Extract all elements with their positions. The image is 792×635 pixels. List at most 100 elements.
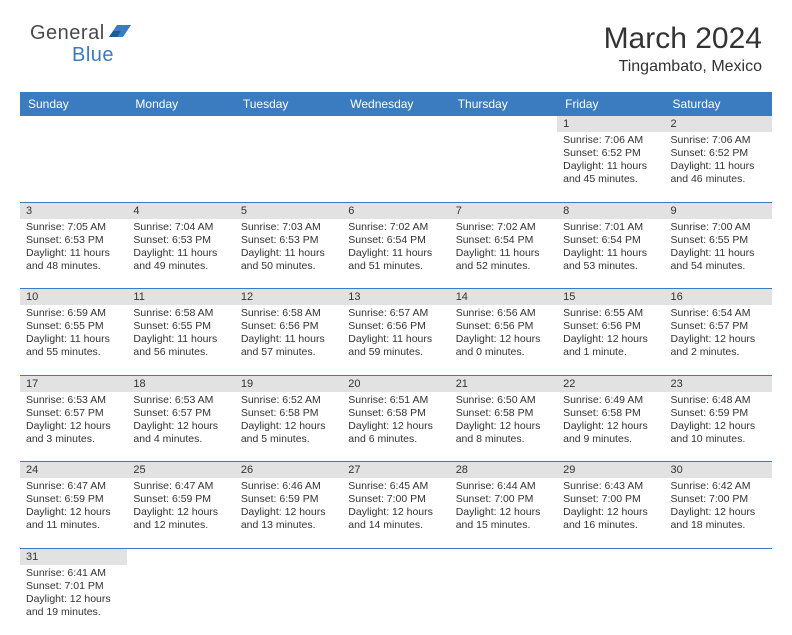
sunrise-line: Sunrise: 6:52 AM xyxy=(241,394,336,407)
day-cell-body: Sunrise: 6:54 AMSunset: 6:57 PMDaylight:… xyxy=(665,305,772,364)
day-cell: Sunrise: 7:06 AMSunset: 6:52 PMDaylight:… xyxy=(665,132,772,202)
day-number-cell: 3 xyxy=(20,202,127,219)
day-cell-body: Sunrise: 7:06 AMSunset: 6:52 PMDaylight:… xyxy=(665,132,772,191)
day-cell: Sunrise: 6:53 AMSunset: 6:57 PMDaylight:… xyxy=(127,392,234,462)
sunset-line: Sunset: 7:01 PM xyxy=(26,580,121,593)
sunrise-line: Sunrise: 7:02 AM xyxy=(348,221,443,234)
sunrise-line: Sunrise: 7:04 AM xyxy=(133,221,228,234)
sunset-line: Sunset: 6:59 PM xyxy=(241,493,336,506)
day-number-cell: 7 xyxy=(450,202,557,219)
day-cell xyxy=(235,132,342,202)
daylight-line: Daylight: 11 hours and 46 minutes. xyxy=(671,160,766,186)
day-cell: Sunrise: 6:48 AMSunset: 6:59 PMDaylight:… xyxy=(665,392,772,462)
sunrise-line: Sunrise: 6:47 AM xyxy=(133,480,228,493)
sunset-line: Sunset: 6:57 PM xyxy=(671,320,766,333)
calendar-table: Sunday Monday Tuesday Wednesday Thursday… xyxy=(20,92,772,635)
daylight-line: Daylight: 12 hours and 16 minutes. xyxy=(563,506,658,532)
day-cell xyxy=(342,565,449,635)
weekday-header: Monday xyxy=(127,92,234,116)
sunrise-line: Sunrise: 6:57 AM xyxy=(348,307,443,320)
day-cell: Sunrise: 6:42 AMSunset: 7:00 PMDaylight:… xyxy=(665,478,772,548)
day-number-cell: 25 xyxy=(127,462,234,479)
sunrise-line: Sunrise: 7:06 AM xyxy=(671,134,766,147)
weekday-header: Tuesday xyxy=(235,92,342,116)
sunrise-line: Sunrise: 6:54 AM xyxy=(671,307,766,320)
day-cell-body: Sunrise: 6:46 AMSunset: 6:59 PMDaylight:… xyxy=(235,478,342,537)
day-number-cell: 5 xyxy=(235,202,342,219)
day-cell-body: Sunrise: 6:41 AMSunset: 7:01 PMDaylight:… xyxy=(20,565,127,624)
calendar-body-row: Sunrise: 6:53 AMSunset: 6:57 PMDaylight:… xyxy=(20,392,772,462)
sunrise-line: Sunrise: 7:03 AM xyxy=(241,221,336,234)
day-cell xyxy=(450,565,557,635)
day-cell-body: Sunrise: 6:52 AMSunset: 6:58 PMDaylight:… xyxy=(235,392,342,451)
day-cell: Sunrise: 6:52 AMSunset: 6:58 PMDaylight:… xyxy=(235,392,342,462)
day-number-cell: 15 xyxy=(557,289,664,306)
day-cell: Sunrise: 6:41 AMSunset: 7:01 PMDaylight:… xyxy=(20,565,127,635)
daylight-line: Daylight: 11 hours and 53 minutes. xyxy=(563,247,658,273)
day-cell: Sunrise: 7:03 AMSunset: 6:53 PMDaylight:… xyxy=(235,219,342,289)
day-cell: Sunrise: 6:47 AMSunset: 6:59 PMDaylight:… xyxy=(127,478,234,548)
daylight-line: Daylight: 12 hours and 4 minutes. xyxy=(133,420,228,446)
flag-icon xyxy=(109,23,131,44)
daylight-line: Daylight: 12 hours and 5 minutes. xyxy=(241,420,336,446)
sunrise-line: Sunrise: 7:06 AM xyxy=(563,134,658,147)
title-block: March 2024 Tingambato, Mexico xyxy=(604,22,762,76)
day-cell-body: Sunrise: 7:06 AMSunset: 6:52 PMDaylight:… xyxy=(557,132,664,191)
sunset-line: Sunset: 6:59 PM xyxy=(671,407,766,420)
day-cell-body: Sunrise: 6:42 AMSunset: 7:00 PMDaylight:… xyxy=(665,478,772,537)
day-cell: Sunrise: 6:43 AMSunset: 7:00 PMDaylight:… xyxy=(557,478,664,548)
calendar-body-row: Sunrise: 6:59 AMSunset: 6:55 PMDaylight:… xyxy=(20,305,772,375)
day-cell xyxy=(557,565,664,635)
sunrise-line: Sunrise: 6:41 AM xyxy=(26,567,121,580)
daylight-line: Daylight: 11 hours and 50 minutes. xyxy=(241,247,336,273)
sunset-line: Sunset: 6:55 PM xyxy=(26,320,121,333)
day-cell: Sunrise: 6:49 AMSunset: 6:58 PMDaylight:… xyxy=(557,392,664,462)
sunrise-line: Sunrise: 6:46 AM xyxy=(241,480,336,493)
day-number-cell xyxy=(235,116,342,132)
daylight-line: Daylight: 11 hours and 57 minutes. xyxy=(241,333,336,359)
sunset-line: Sunset: 6:57 PM xyxy=(133,407,228,420)
day-number-cell: 6 xyxy=(342,202,449,219)
sunset-line: Sunset: 7:00 PM xyxy=(456,493,551,506)
day-cell: Sunrise: 6:44 AMSunset: 7:00 PMDaylight:… xyxy=(450,478,557,548)
day-number-cell xyxy=(235,548,342,565)
daynum-row: 3456789 xyxy=(20,202,772,219)
daylight-line: Daylight: 11 hours and 55 minutes. xyxy=(26,333,121,359)
sunset-line: Sunset: 6:56 PM xyxy=(241,320,336,333)
sunset-line: Sunset: 6:58 PM xyxy=(456,407,551,420)
sunset-line: Sunset: 6:56 PM xyxy=(348,320,443,333)
day-number-cell: 28 xyxy=(450,462,557,479)
daylight-line: Daylight: 12 hours and 3 minutes. xyxy=(26,420,121,446)
logo: General Blue xyxy=(30,22,133,45)
daylight-line: Daylight: 11 hours and 56 minutes. xyxy=(133,333,228,359)
sunrise-line: Sunrise: 6:49 AM xyxy=(563,394,658,407)
day-cell xyxy=(665,565,772,635)
sunset-line: Sunset: 6:54 PM xyxy=(348,234,443,247)
logo-text-general: General xyxy=(30,22,105,45)
day-cell xyxy=(450,132,557,202)
sunrise-line: Sunrise: 7:01 AM xyxy=(563,221,658,234)
daylight-line: Daylight: 11 hours and 48 minutes. xyxy=(26,247,121,273)
sunset-line: Sunset: 6:58 PM xyxy=(241,407,336,420)
day-cell: Sunrise: 6:50 AMSunset: 6:58 PMDaylight:… xyxy=(450,392,557,462)
daynum-row: 17181920212223 xyxy=(20,375,772,392)
day-number-cell: 8 xyxy=(557,202,664,219)
day-number-cell: 2 xyxy=(665,116,772,132)
day-cell-body: Sunrise: 6:48 AMSunset: 6:59 PMDaylight:… xyxy=(665,392,772,451)
sunrise-line: Sunrise: 7:00 AM xyxy=(671,221,766,234)
day-cell xyxy=(127,132,234,202)
day-cell-body: Sunrise: 6:53 AMSunset: 6:57 PMDaylight:… xyxy=(127,392,234,451)
day-number-cell xyxy=(665,548,772,565)
sunrise-line: Sunrise: 6:58 AM xyxy=(133,307,228,320)
month-title: March 2024 xyxy=(604,22,762,56)
day-cell-body: Sunrise: 6:43 AMSunset: 7:00 PMDaylight:… xyxy=(557,478,664,537)
day-cell: Sunrise: 7:00 AMSunset: 6:55 PMDaylight:… xyxy=(665,219,772,289)
day-cell-body: Sunrise: 6:59 AMSunset: 6:55 PMDaylight:… xyxy=(20,305,127,364)
day-number-cell: 23 xyxy=(665,375,772,392)
day-cell-body: Sunrise: 6:47 AMSunset: 6:59 PMDaylight:… xyxy=(127,478,234,537)
day-cell-body: Sunrise: 7:01 AMSunset: 6:54 PMDaylight:… xyxy=(557,219,664,278)
weekday-header: Thursday xyxy=(450,92,557,116)
weekday-header: Friday xyxy=(557,92,664,116)
daylight-line: Daylight: 12 hours and 0 minutes. xyxy=(456,333,551,359)
daynum-row: 31 xyxy=(20,548,772,565)
